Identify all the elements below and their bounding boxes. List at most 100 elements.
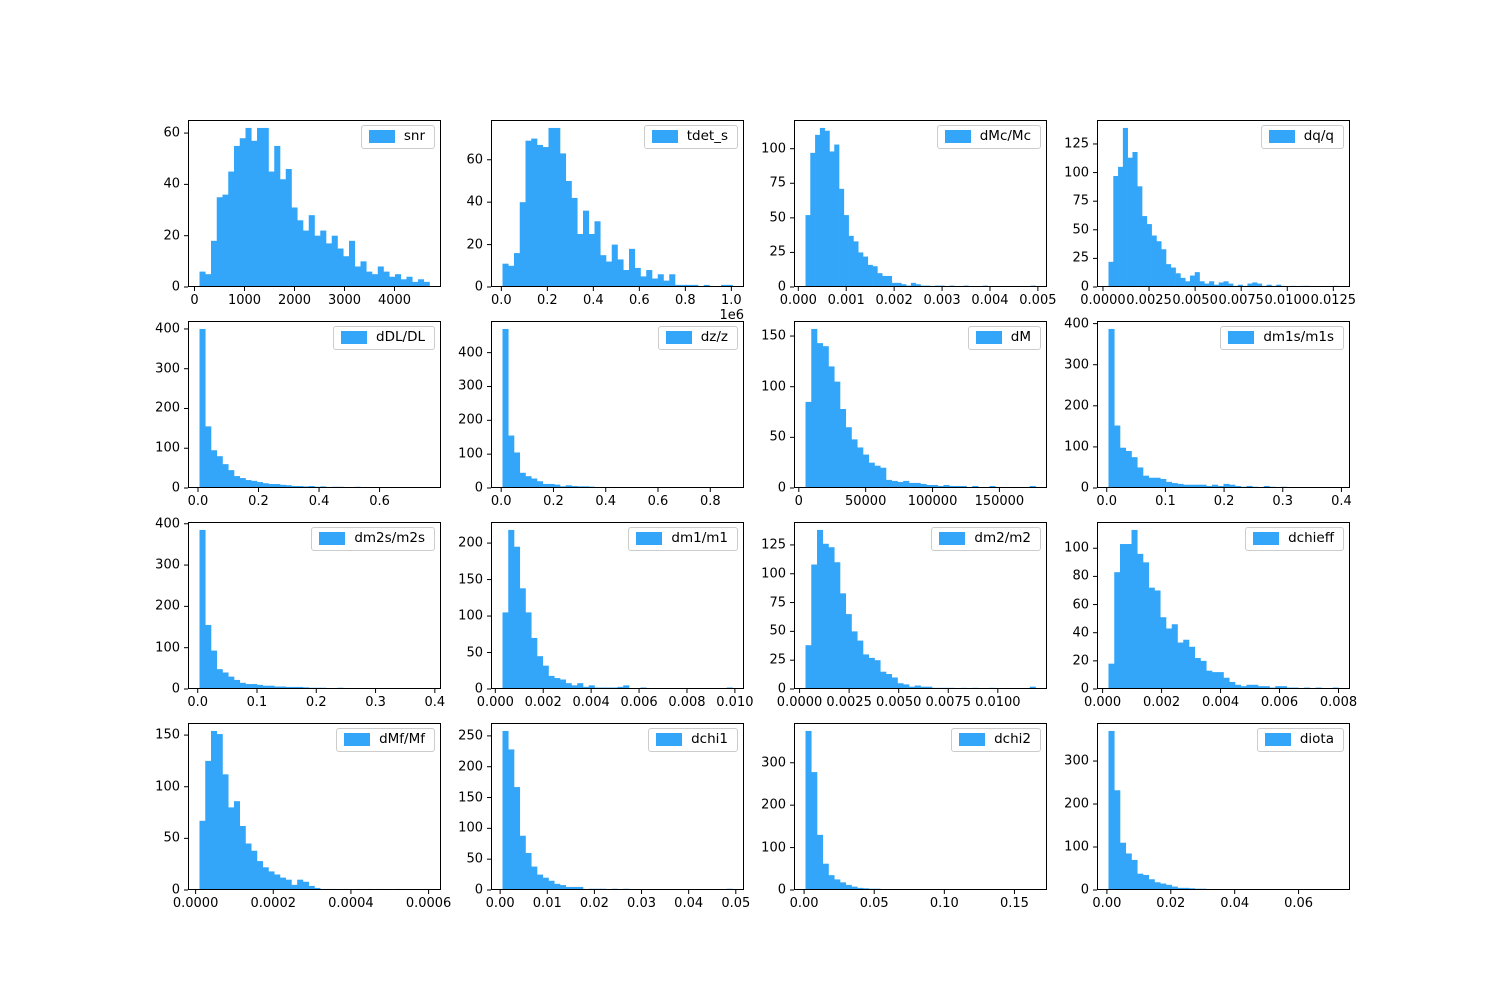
histogram-bar <box>675 284 682 287</box>
histogram-bar <box>623 685 630 689</box>
histogram-bar <box>932 484 939 488</box>
histogram-bar <box>891 480 898 488</box>
y-tick-label: 0 <box>171 681 180 697</box>
x-tick-label: 0.8 <box>675 293 696 308</box>
histogram-bar <box>845 614 852 689</box>
x-tick-label: 0.0000 <box>172 896 219 911</box>
histogram-bar <box>354 266 361 287</box>
histogram-bar <box>1118 166 1124 287</box>
histogram-bar <box>554 484 561 488</box>
x-tick-label: 0.008 <box>668 695 706 710</box>
histogram-bar <box>297 220 304 287</box>
histogram-bar <box>640 276 647 287</box>
y-tick-label: 400 <box>1064 316 1089 332</box>
axes-spines <box>188 321 441 488</box>
x-tick-label: 0.10 <box>929 896 959 911</box>
histogram-bar <box>1252 282 1258 287</box>
histogram-bar <box>960 485 967 488</box>
histogram-bar <box>629 248 636 287</box>
histogram-bar <box>829 151 835 287</box>
histogram-bar <box>1166 264 1172 287</box>
x-tick-label: 0.4 <box>595 494 617 509</box>
legend: snr <box>360 125 435 149</box>
y-tick-label: 0 <box>474 882 483 898</box>
histogram-bar <box>279 877 286 890</box>
plot-area <box>1093 120 1350 291</box>
histogram-bar <box>1189 646 1196 689</box>
histogram-bar <box>251 140 258 287</box>
histogram-bar <box>205 624 212 689</box>
histogram-bar <box>851 439 858 488</box>
plot-area <box>790 723 1047 894</box>
histogram-bar <box>937 485 944 488</box>
histogram-bar <box>531 138 538 287</box>
y-tick-label: 200 <box>1064 398 1089 414</box>
histogram-bar <box>909 686 916 689</box>
legend-swatch-icon <box>1268 130 1295 144</box>
y-tick-label: 80 <box>1072 568 1089 584</box>
histogram-bar <box>845 884 852 890</box>
x-tick-label: 0.2 <box>537 293 558 308</box>
histogram-bar <box>548 483 555 488</box>
legend-label: tdet_s <box>686 128 728 144</box>
histogram-bar <box>285 169 292 287</box>
histogram-bar <box>1177 483 1184 488</box>
histogram-bar <box>880 467 887 488</box>
x-tick-label: 0.0075 <box>1218 293 1264 308</box>
plot-area <box>1093 723 1350 894</box>
histogram-bar <box>268 685 275 689</box>
x-tick-label: 0.3 <box>1272 494 1294 509</box>
histogram-bar <box>903 480 910 488</box>
histogram-bar <box>1166 481 1173 488</box>
y-tick-label: 50 <box>769 623 786 639</box>
histogram-bar <box>1258 686 1265 689</box>
y-tick-label: 0 <box>474 681 483 697</box>
histogram-bar <box>245 127 252 287</box>
histogram-bar <box>525 476 532 488</box>
histogram-bar <box>537 481 544 488</box>
histogram-bar <box>834 879 841 890</box>
histogram-bar <box>1131 529 1138 689</box>
legend-label: dMf/Mf <box>379 731 425 747</box>
axes-spines <box>1097 321 1350 488</box>
histogram-bar <box>274 145 281 287</box>
histogram-bar <box>245 843 252 890</box>
histogram-bar <box>1275 686 1282 689</box>
histogram-bar <box>617 686 624 689</box>
x-tick-label: 0.004 <box>572 695 610 710</box>
histogram-bar <box>274 686 281 689</box>
y-tick-label: 200 <box>761 797 786 813</box>
histogram-bar <box>256 861 264 890</box>
histogram-bar <box>853 241 859 287</box>
histogram-bar <box>577 233 584 287</box>
axes-spines <box>188 522 441 689</box>
histogram-bar <box>554 883 561 890</box>
histogram-bar <box>1108 328 1115 488</box>
histogram-bar <box>920 686 927 689</box>
histogram-bar <box>571 485 578 488</box>
histogram-bar <box>412 281 419 287</box>
histogram-bar <box>233 801 241 890</box>
legend-swatch-icon <box>975 331 1002 345</box>
y-tick-label: 300 <box>458 378 483 394</box>
histogram-bar <box>239 478 246 488</box>
x-tick-label: 0.010 <box>716 695 754 710</box>
x-tick-label: 1000 <box>227 293 262 308</box>
histogram-bar <box>1246 684 1253 689</box>
histogram-bar <box>1161 249 1167 287</box>
plot-area <box>184 723 441 894</box>
histogram-bar <box>525 853 532 890</box>
y-tick-label: 0 <box>777 279 786 295</box>
histogram-bar <box>588 233 595 287</box>
histogram-bar <box>872 266 878 287</box>
histogram-bar <box>949 485 956 488</box>
histogram-bar <box>1180 277 1186 287</box>
histogram-bar <box>565 683 572 689</box>
histogram-bar <box>205 274 212 287</box>
histogram-bar <box>268 484 275 488</box>
x-tick-label: 0 <box>794 494 803 509</box>
x-tick-label: 0.0 <box>187 695 209 710</box>
histogram-bar <box>1143 874 1150 890</box>
y-tick-label: 0 <box>1080 279 1089 295</box>
x-tick-label: 0.05 <box>859 896 889 911</box>
